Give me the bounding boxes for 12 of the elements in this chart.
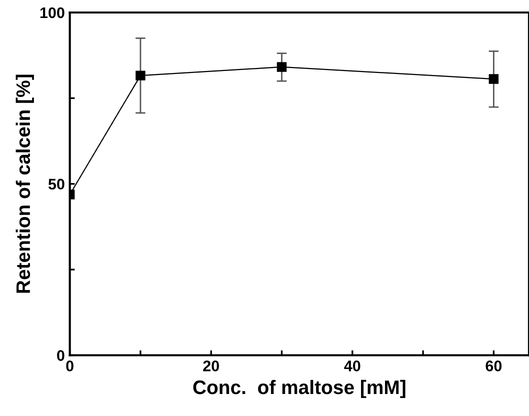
- y-tick-label: 0: [57, 350, 64, 361]
- x-tick-label: 0: [66, 360, 74, 372]
- point: [488, 74, 499, 84]
- point: [136, 70, 146, 80]
- y-tick-label: 100: [40, 7, 64, 18]
- y-tick-label: 50: [48, 178, 64, 190]
- x-tick-label: 60: [486, 360, 502, 372]
- x-axis-title: Conc. of maltose [mM]: [193, 380, 406, 398]
- point: [276, 62, 287, 72]
- x-tick-label: 20: [203, 360, 219, 372]
- y-axis-title: Retention of calcein [%]: [16, 74, 34, 293]
- x-tick-label: 40: [344, 360, 360, 372]
